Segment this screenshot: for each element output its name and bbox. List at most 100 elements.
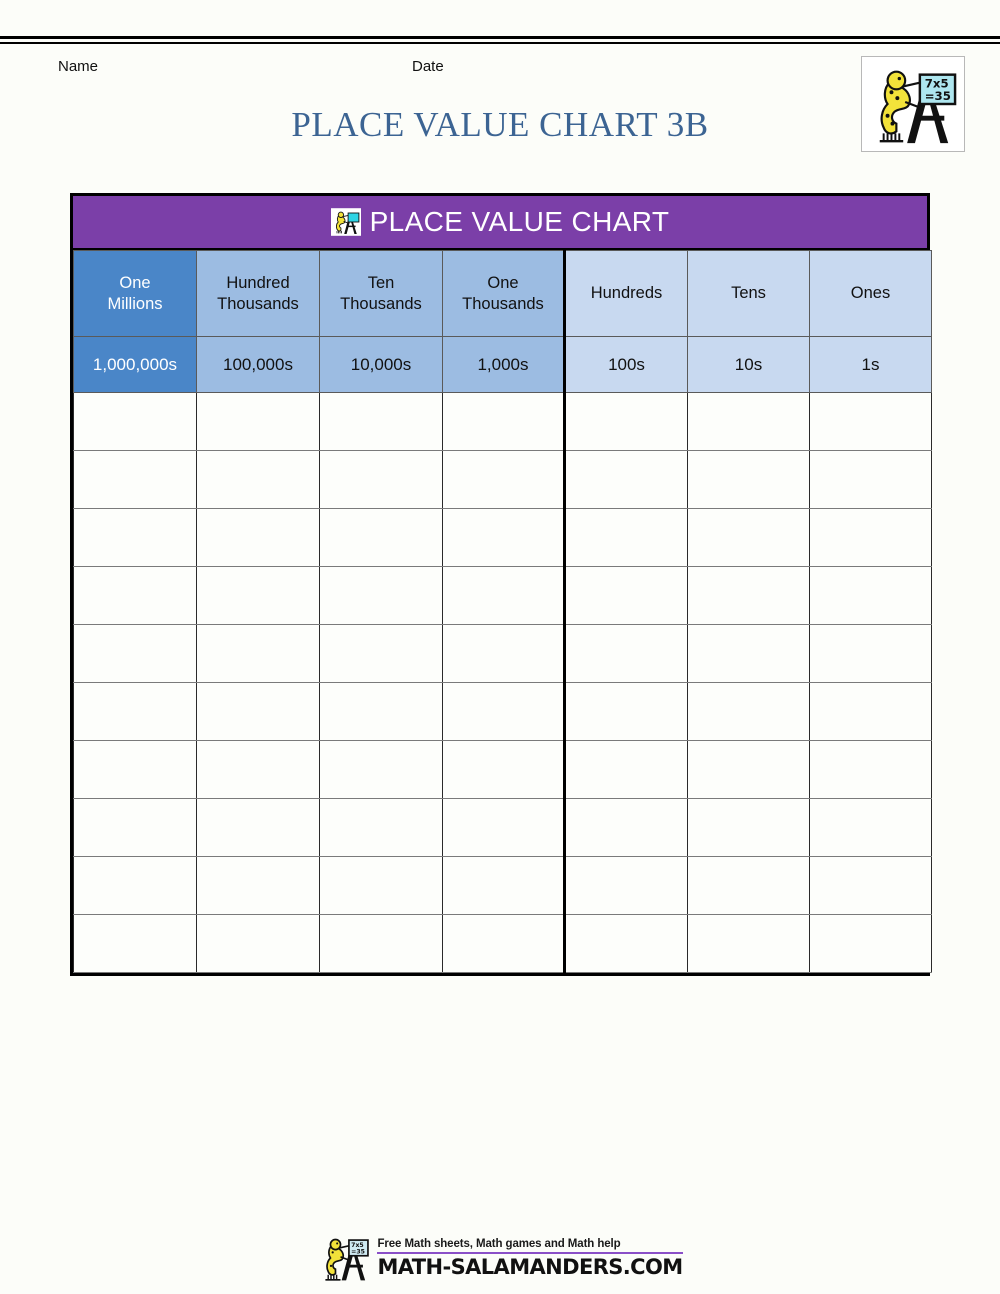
answer-row (73, 740, 932, 799)
answer-cell[interactable] (73, 566, 197, 625)
answer-cell[interactable] (687, 740, 810, 799)
answer-cell[interactable] (73, 798, 197, 857)
answer-cell[interactable] (564, 798, 688, 857)
answer-cell[interactable] (809, 914, 932, 973)
student-meta-row: Name Date (0, 58, 1000, 82)
column-header-line1: Tens (731, 284, 766, 303)
answer-cell[interactable] (73, 856, 197, 915)
answer-cell[interactable] (73, 450, 197, 509)
answer-cell[interactable] (809, 566, 932, 625)
answer-cell[interactable] (442, 914, 566, 973)
answer-cell[interactable] (319, 914, 443, 973)
answer-cell[interactable] (319, 798, 443, 857)
answer-cell[interactable] (564, 856, 688, 915)
answer-cell[interactable] (564, 624, 688, 683)
answer-cell[interactable] (687, 624, 810, 683)
answer-cell[interactable] (196, 624, 320, 683)
footer-site-name: MATH-SALAMANDERS.COM (377, 1254, 683, 1279)
column-header-line1: One (119, 274, 151, 293)
answer-cell[interactable] (73, 508, 197, 567)
answer-cell[interactable] (809, 508, 932, 567)
answer-cell[interactable] (564, 508, 688, 567)
answer-cell[interactable] (564, 566, 688, 625)
svg-text:=35: =35 (925, 89, 951, 103)
answer-cell[interactable] (809, 450, 932, 509)
answer-cell[interactable] (809, 856, 932, 915)
answer-cell[interactable] (442, 798, 566, 857)
answer-cell[interactable] (442, 740, 566, 799)
answer-cell[interactable] (564, 740, 688, 799)
answer-cell[interactable] (687, 798, 810, 857)
answer-cell[interactable] (196, 856, 320, 915)
answer-row (73, 682, 932, 741)
answer-cell[interactable] (442, 508, 566, 567)
answer-cell[interactable] (687, 914, 810, 973)
column-header-line1: One (487, 274, 519, 293)
answer-cell[interactable] (687, 508, 810, 567)
answer-cell[interactable] (564, 914, 688, 973)
answer-cell[interactable] (687, 392, 810, 451)
column-value-ten-thousands: 10,000s (319, 336, 443, 393)
answer-row (73, 856, 932, 915)
answer-cell[interactable] (809, 392, 932, 451)
column-name-row: One Millions Hundred Thousands Ten Thous… (73, 250, 932, 337)
answer-cell[interactable] (319, 566, 443, 625)
answer-cell[interactable] (196, 914, 320, 973)
answer-row (73, 508, 932, 567)
answer-cell[interactable] (687, 566, 810, 625)
answer-cell[interactable] (319, 740, 443, 799)
answer-cell[interactable] (442, 624, 566, 683)
column-header-line1: Hundred (226, 274, 290, 293)
answer-cell[interactable] (196, 566, 320, 625)
answer-cell[interactable] (196, 392, 320, 451)
column-value-row: 1,000,000s 100,000s 10,000s 1,000s 100s … (73, 336, 932, 393)
answer-cell[interactable] (196, 740, 320, 799)
answer-row (73, 914, 932, 973)
answer-cell[interactable] (319, 624, 443, 683)
svg-text:=35: =35 (352, 1249, 366, 1256)
answer-cell[interactable] (564, 392, 688, 451)
answer-cell[interactable] (809, 682, 932, 741)
answer-cell[interactable] (564, 450, 688, 509)
chart-banner: PLACE VALUE CHART (73, 196, 927, 250)
answer-cell[interactable] (73, 682, 197, 741)
answer-grid (73, 392, 932, 973)
answer-cell[interactable] (809, 740, 932, 799)
answer-cell[interactable] (442, 856, 566, 915)
answer-cell[interactable] (442, 392, 566, 451)
answer-cell[interactable] (442, 682, 566, 741)
answer-cell[interactable] (319, 508, 443, 567)
answer-cell[interactable] (809, 798, 932, 857)
answer-cell[interactable] (687, 682, 810, 741)
column-header-line1: Hundreds (590, 284, 663, 303)
column-header-line2: Thousands (340, 294, 422, 313)
answer-cell[interactable] (73, 392, 197, 451)
answer-cell[interactable] (687, 856, 810, 915)
answer-cell[interactable] (196, 798, 320, 857)
answer-cell[interactable] (73, 624, 197, 683)
answer-cell[interactable] (196, 508, 320, 567)
svg-text:7x5: 7x5 (352, 1242, 365, 1249)
column-value-hundred-thousands: 100,000s (196, 336, 320, 393)
answer-cell[interactable] (687, 450, 810, 509)
answer-cell[interactable] (809, 624, 932, 683)
salamander-easel-logo-icon: 7x5 =35 (861, 56, 965, 152)
answer-cell[interactable] (73, 914, 197, 973)
answer-cell[interactable] (442, 566, 566, 625)
answer-cell[interactable] (319, 392, 443, 451)
answer-cell[interactable] (319, 856, 443, 915)
salamander-easel-icon (330, 208, 361, 236)
answer-cell[interactable] (564, 682, 688, 741)
answer-cell[interactable] (196, 450, 320, 509)
answer-cell[interactable] (319, 682, 443, 741)
place-value-table: One Millions Hundred Thousands Ten Thous… (73, 250, 932, 973)
answer-cell[interactable] (196, 682, 320, 741)
column-value-one-thousands: 1,000s (442, 336, 566, 393)
column-header-tens: Tens (687, 250, 810, 337)
answer-row (73, 624, 932, 683)
answer-cell[interactable] (442, 450, 566, 509)
answer-cell[interactable] (73, 740, 197, 799)
top-rule (0, 36, 1000, 44)
answer-cell[interactable] (319, 450, 443, 509)
column-header-line2: Millions (107, 294, 163, 313)
